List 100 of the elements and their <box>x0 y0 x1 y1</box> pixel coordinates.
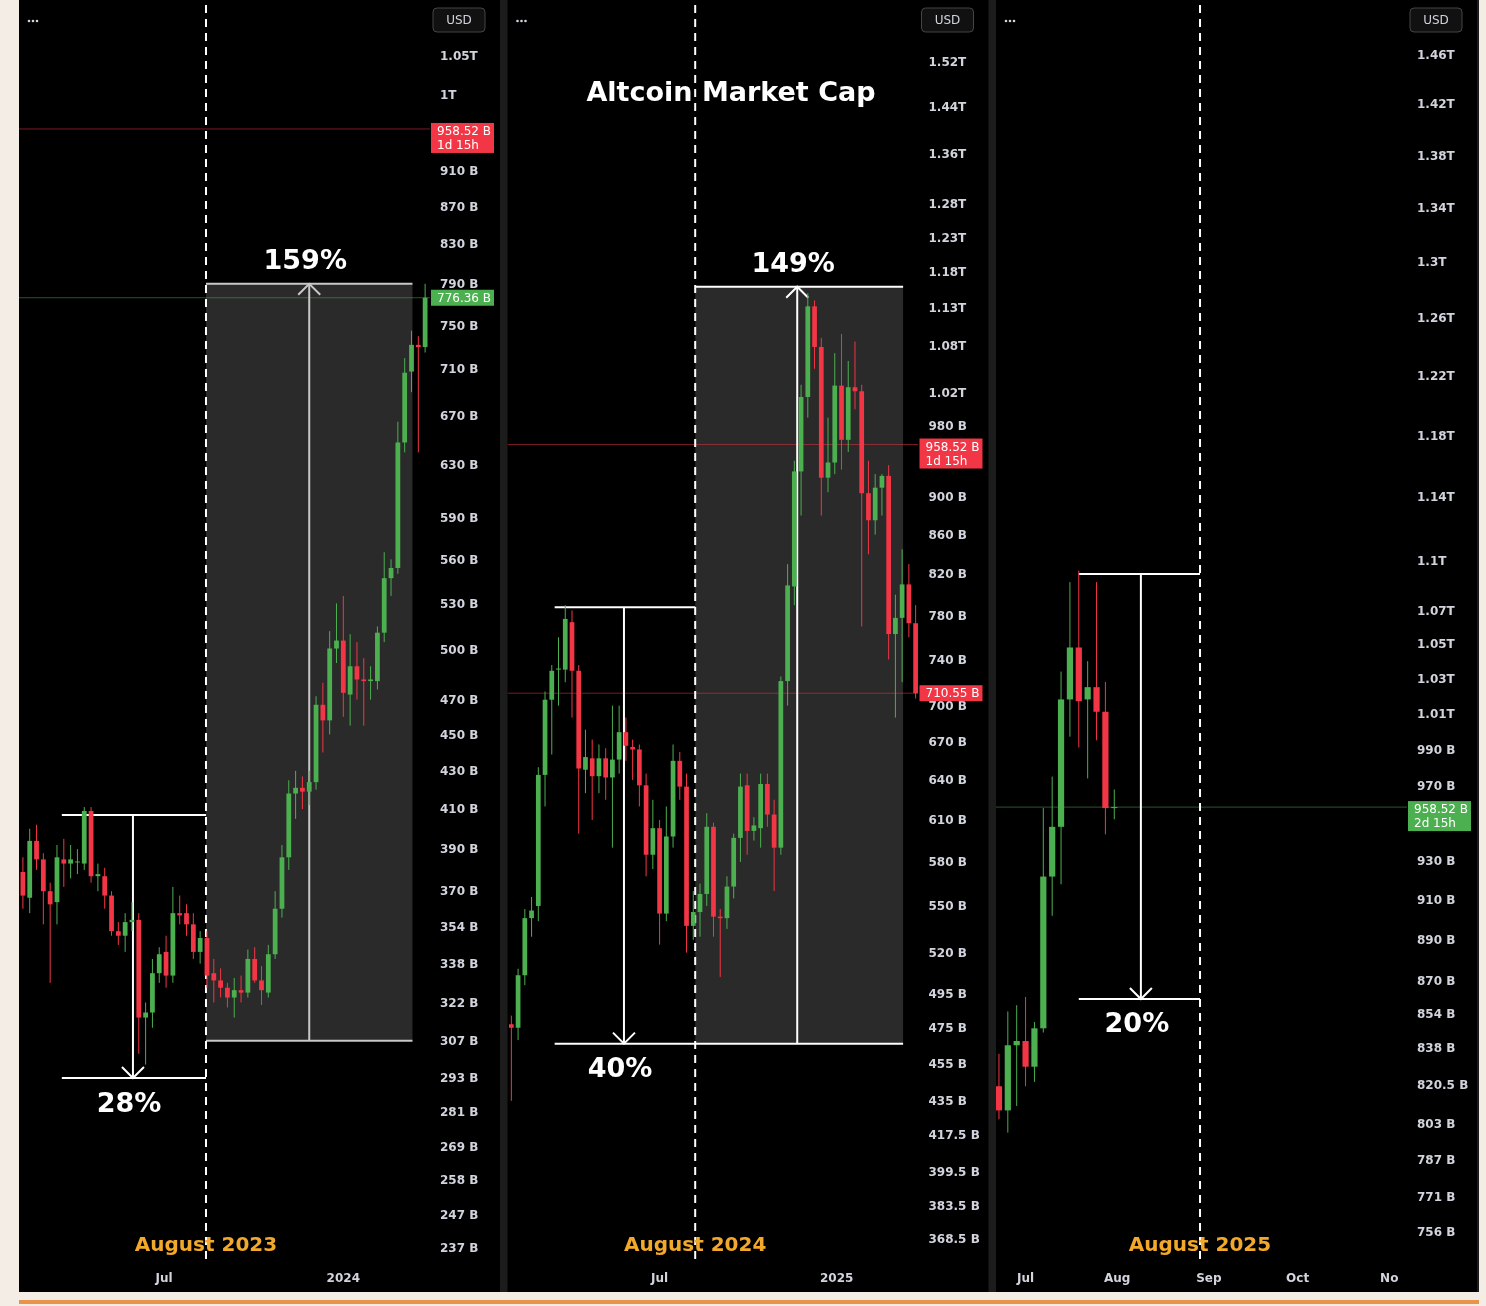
y-tick-label: 1.38T <box>1417 148 1456 163</box>
y-tick-label: 455 B <box>928 1056 967 1071</box>
y-tick-label: 450 B <box>440 727 479 742</box>
y-tick-label: 610 B <box>928 813 967 828</box>
y-tick-label: 520 B <box>928 945 967 960</box>
y-tick-label: 1.52T <box>928 54 968 69</box>
y-tick-label: 820 B <box>928 567 967 582</box>
y-tick-label: 1.03T <box>1417 671 1456 686</box>
y-tick-label: 854 B <box>1417 1006 1456 1021</box>
candlestick <box>47 882 53 984</box>
candlestick <box>690 890 696 941</box>
ref-line-label: 958.52 B 1d 15h <box>437 124 492 153</box>
annotation: 159% <box>263 244 347 276</box>
y-tick-label: 838 B <box>1417 1040 1456 1055</box>
x-tick-label: Jul <box>1016 1271 1035 1286</box>
y-tick-label: 307 B <box>440 1033 479 1048</box>
candlestick <box>306 770 312 806</box>
y-tick-label: 740 B <box>928 652 967 667</box>
candlestick <box>529 896 534 938</box>
y-tick-label: 368.5 B <box>928 1231 980 1246</box>
candlestick <box>238 975 244 1003</box>
y-tick-label: 771 B <box>1417 1189 1456 1204</box>
y-tick-label: 787 B <box>1417 1152 1456 1167</box>
candlestick <box>75 848 80 875</box>
y-tick-label: 900 B <box>928 490 967 505</box>
y-tick-label: 237 B <box>440 1241 479 1256</box>
y-tick-label: 803 B <box>1417 1116 1456 1131</box>
y-tick-label: 370 B <box>440 884 479 899</box>
y-tick-label: 258 B <box>440 1173 479 1188</box>
y-tick-label: 500 B <box>440 643 479 658</box>
y-tick-label: 1.14T <box>1417 490 1456 505</box>
y-tick-label: 970 B <box>1417 779 1456 793</box>
y-tick-label: 293 B <box>440 1071 479 1086</box>
ref-line-label: 776.36 B <box>437 290 492 305</box>
y-tick-label: 910 B <box>1417 893 1456 908</box>
candlestick <box>361 657 367 727</box>
candlestick <box>751 816 757 842</box>
candlestick <box>368 665 373 701</box>
ref-line-label: 958.52 B 2d 15h <box>1414 802 1469 831</box>
y-tick-label: 435 B <box>928 1094 967 1109</box>
candlestick <box>143 1001 148 1066</box>
candlestick <box>300 775 305 810</box>
candlestick <box>415 335 421 453</box>
y-axis-title: USD <box>446 13 472 28</box>
x-tick-label: Aug <box>1104 1271 1131 1286</box>
candlestick <box>293 770 298 820</box>
ref-line-label: August 2025 <box>1128 1232 1272 1256</box>
candlestick <box>61 838 67 888</box>
y-tick-label: 700 B <box>928 698 967 713</box>
candlestick <box>630 739 635 781</box>
x-tick-label: Sep <box>1196 1271 1222 1286</box>
annotation: 40% <box>587 1052 653 1084</box>
y-tick-label: 780 B <box>928 608 967 623</box>
candlestick <box>197 930 203 965</box>
x-tick-label: 2025 <box>819 1271 854 1286</box>
annotation: 20% <box>1104 1007 1170 1039</box>
y-tick-label: 580 B <box>928 855 967 870</box>
y-tick-label: 1.07T <box>1417 603 1456 618</box>
candlestick <box>225 982 230 1008</box>
y-tick-label: 790 B <box>440 277 479 291</box>
y-tick-label: 470 B <box>440 692 479 707</box>
y-tick-label: 830 B <box>440 237 479 252</box>
y-tick-label: 1.3T <box>1417 255 1448 270</box>
x-tick-label: Jul <box>154 1271 173 1286</box>
candlestick <box>218 967 223 999</box>
y-tick-label: 590 B <box>440 510 479 525</box>
y-tick-label: 750 B <box>440 318 479 333</box>
y-tick-label: 281 B <box>440 1104 479 1119</box>
x-tick-label: 2024 <box>326 1271 361 1286</box>
y-tick-label: 410 B <box>440 802 479 817</box>
candlestick <box>115 921 121 946</box>
candlestick <box>184 903 189 937</box>
text: Altcoin Market Cap <box>586 76 876 108</box>
candlestick <box>211 958 217 1003</box>
annotation: 149% <box>751 247 835 279</box>
y-tick-label: 338 B <box>440 956 479 971</box>
y-tick-label: 630 B <box>440 458 479 473</box>
y-tick-label: 1.44T <box>928 99 968 114</box>
ref-line-label: 710.55 B <box>925 686 980 701</box>
y-tick-label: 1.08T <box>928 338 968 353</box>
y-tick-label: 1.28T <box>928 197 968 212</box>
y-axis-title: USD <box>1423 13 1449 28</box>
y-tick-label: 1.18T <box>928 265 968 280</box>
candlestick <box>102 867 108 910</box>
y-tick-label: 870 B <box>1417 973 1456 988</box>
y-tick-label: 1.05T <box>1417 637 1456 652</box>
y-tick-label: 1.36T <box>928 147 968 162</box>
y-tick-label: 269 B <box>440 1139 479 1154</box>
y-tick-label: 550 B <box>928 899 967 914</box>
y-tick-label: 1.23T <box>928 230 968 245</box>
x-tick-label: No <box>1380 1271 1399 1286</box>
ref-line-label: August 2023 <box>134 1232 278 1256</box>
y-tick-label: 1.05T <box>440 49 479 64</box>
y-tick-label: 890 B <box>1417 932 1456 947</box>
candlestick <box>252 946 258 984</box>
candlestick <box>122 912 128 953</box>
y-tick-label: 1.26T <box>1417 311 1456 326</box>
x-tick-label: Oct <box>1286 1271 1310 1286</box>
candlestick <box>68 844 73 879</box>
y-tick-label: 322 B <box>440 995 479 1010</box>
